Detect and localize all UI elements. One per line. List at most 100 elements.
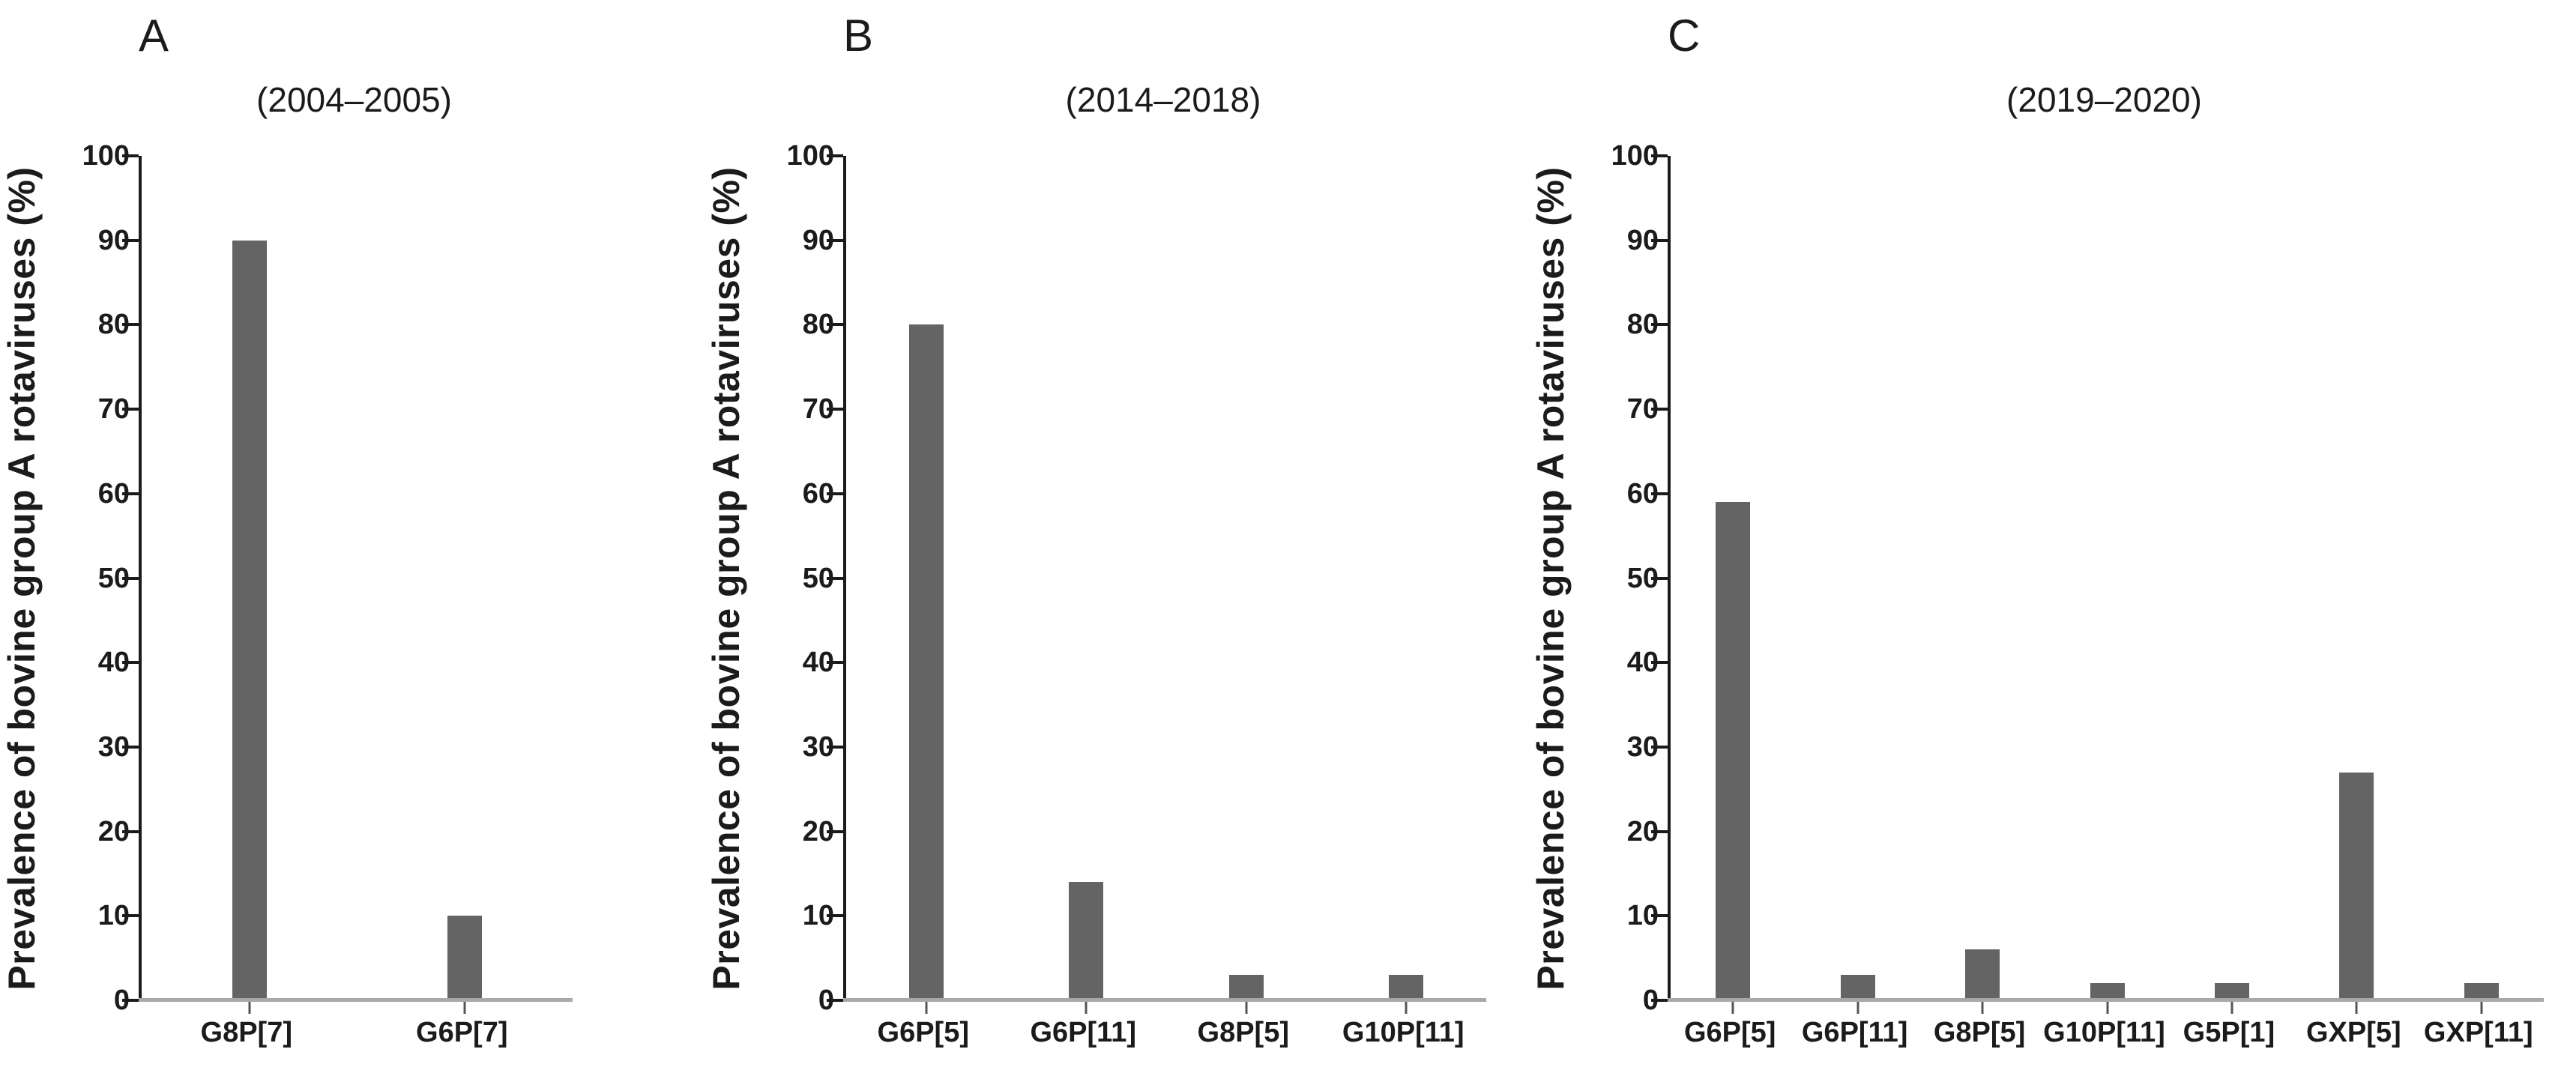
x-tick-mark xyxy=(2230,1002,2233,1014)
x-tick-mark xyxy=(2480,1002,2483,1014)
y-tick-mark xyxy=(827,408,843,411)
x-category-label: G5P[1] xyxy=(2183,1017,2275,1048)
x-category-label: G10P[11] xyxy=(2043,1017,2165,1048)
plot-area xyxy=(1651,154,2544,1014)
y-axis-label-column: Prevalence of bovine group A rotaviruses… xyxy=(705,156,757,1000)
x-category-label: G8P[5] xyxy=(1197,1017,1289,1048)
y-axis-label-column: Prevalence of bovine group A rotaviruses… xyxy=(1529,156,1581,1000)
x-category-label: G8P[5] xyxy=(1933,1017,2026,1048)
y-tick-mark xyxy=(1651,661,1668,665)
y-tick-mark xyxy=(122,829,139,833)
chart-area: Prevalence of bovine group A rotaviruses… xyxy=(0,142,705,1015)
x-axis-line xyxy=(139,998,573,1002)
y-tick-mark xyxy=(122,492,139,495)
y-tick-mark xyxy=(827,829,843,833)
plot-area xyxy=(122,154,573,1014)
y-tick-mark xyxy=(827,661,843,665)
x-category-label: G10P[11] xyxy=(1342,1017,1465,1048)
y-axis-label-column: Prevalence of bovine group A rotaviruses… xyxy=(0,156,52,1000)
y-tick-label: 0 xyxy=(1643,986,1659,1015)
y-tick-mark xyxy=(122,154,139,157)
y-tick-labels: 0102030405060708090100 xyxy=(52,142,139,1015)
x-tick-mark xyxy=(925,1002,928,1014)
y-tick-mark xyxy=(1651,745,1668,749)
y-tick-mark xyxy=(827,323,843,327)
x-category-label: G6P[5] xyxy=(877,1017,969,1048)
x-axis-line xyxy=(1668,998,2544,1002)
y-tick-mark xyxy=(122,914,139,918)
x-tick-mark xyxy=(2355,1002,2358,1014)
y-tick-mark xyxy=(1651,408,1668,411)
panel-letter: B xyxy=(843,10,874,61)
y-tick-mark xyxy=(122,408,139,411)
bar xyxy=(232,240,267,1000)
y-axis-label: Prevalence of bovine group A rotaviruses… xyxy=(1530,166,1572,991)
y-tick-mark xyxy=(827,238,843,242)
y-tick-label: 100 xyxy=(786,140,834,172)
bar xyxy=(1840,975,1875,1000)
y-tick-mark xyxy=(122,999,139,1002)
y-tick-mark xyxy=(827,492,843,495)
x-tick-mark xyxy=(1731,1002,1734,1014)
x-tick-mark xyxy=(2106,1002,2108,1014)
panel-title: (2004–2005) xyxy=(256,80,452,119)
x-tick-mark xyxy=(463,1002,466,1014)
panel-letter: A xyxy=(139,10,169,61)
x-tick-mark xyxy=(1405,1002,1408,1014)
x-tick-mark xyxy=(1245,1002,1248,1014)
panel-title: (2019–2020) xyxy=(2006,80,2202,119)
y-tick-mark xyxy=(122,238,139,242)
y-tick-mark xyxy=(1651,238,1668,242)
x-category-label: GXP[5] xyxy=(2305,1017,2401,1048)
y-tick-label: 100 xyxy=(1611,140,1659,172)
x-tick-labels: G8P[7] G6P[7] xyxy=(139,1000,570,1060)
y-tick-mark xyxy=(122,576,139,580)
y-tick-mark xyxy=(1651,576,1668,580)
bar xyxy=(447,916,483,1000)
x-tick-mark xyxy=(1085,1002,1088,1014)
y-tick-mark xyxy=(1651,323,1668,327)
bar xyxy=(1389,975,1424,1000)
x-category-label: G6P[5] xyxy=(1683,1017,1776,1048)
x-tick-mark xyxy=(1981,1002,1984,1014)
y-tick-mark xyxy=(827,576,843,580)
bar xyxy=(2464,983,2499,1000)
y-axis-label: Prevalence of bovine group A rotaviruses… xyxy=(1,166,43,991)
y-tick-label: 0 xyxy=(818,986,834,1015)
plot-area xyxy=(827,154,1486,1014)
chart-area: Prevalence of bovine group A rotaviruses… xyxy=(705,142,1529,1015)
x-category-label: GXP[11] xyxy=(2423,1017,2533,1048)
x-category-label: G6P[11] xyxy=(1801,1017,1908,1048)
y-tick-mark xyxy=(827,999,843,1002)
x-tick-labels: G6P[5] G6P[11] G8P[5] G10P[11] xyxy=(843,1000,1483,1060)
x-axis-line xyxy=(843,998,1486,1002)
x-category-label: G6P[11] xyxy=(1030,1017,1137,1048)
panel-b: B (2014–2018) Prevalence of bovine group… xyxy=(705,0,1529,1067)
x-category-label: G6P[7] xyxy=(416,1017,508,1048)
y-tick-mark xyxy=(827,914,843,918)
bar xyxy=(2090,983,2125,1000)
y-tick-mark xyxy=(1651,914,1668,918)
x-tick-labels: G6P[5] G6P[11] G8P[5] G10P[11] G5P[1] GXP[5] G… xyxy=(1668,1000,2541,1060)
bar xyxy=(2339,772,2374,1000)
panel-letter: C xyxy=(1668,10,1701,61)
y-tick-mark xyxy=(122,323,139,327)
bar xyxy=(1965,949,2000,1000)
panel-a: A (2004–2005) Prevalence of bovine group… xyxy=(0,0,705,1067)
bar xyxy=(2214,983,2249,1000)
y-tick-mark xyxy=(122,661,139,665)
y-tick-mark xyxy=(1651,492,1668,495)
bar xyxy=(1716,502,1751,1000)
y-tick-label: 100 xyxy=(82,140,130,172)
y-tick-mark xyxy=(122,745,139,749)
bar xyxy=(908,324,944,1000)
panel-c: C (2019–2020) Prevalence of bovine group… xyxy=(1529,0,2576,1067)
y-tick-mark xyxy=(827,154,843,157)
y-tick-mark xyxy=(1651,999,1668,1002)
bar xyxy=(1228,975,1264,1000)
x-tick-mark xyxy=(248,1002,251,1014)
x-category-label: G8P[7] xyxy=(200,1017,292,1048)
y-tick-labels: 0102030405060708090100 xyxy=(757,142,843,1015)
y-axis-label: Prevalence of bovine group A rotaviruses… xyxy=(705,166,747,991)
